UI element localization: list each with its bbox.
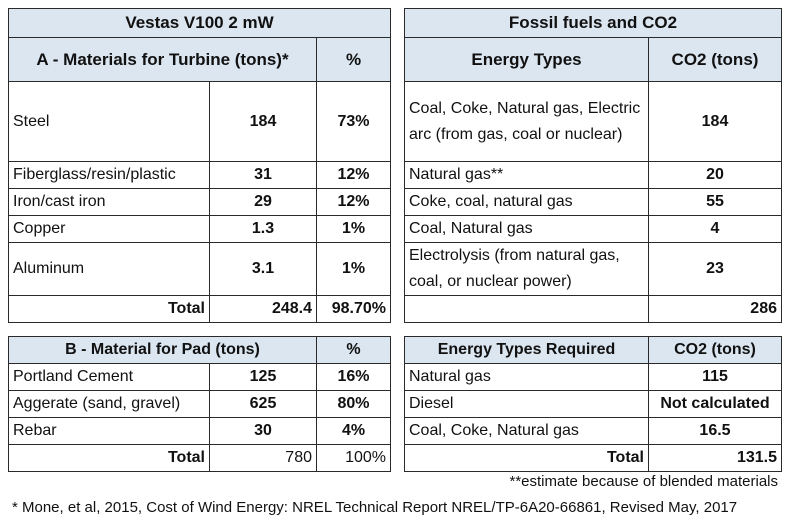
total-row: Total 780 100% bbox=[8, 444, 391, 472]
table-row: Aggerate (sand, gravel) 625 80% bbox=[8, 390, 391, 418]
total-percent: 100% bbox=[316, 444, 391, 472]
material-percent: 73% bbox=[315, 81, 392, 162]
material-percent: 4% bbox=[316, 417, 391, 445]
table-row: Steel 184 73% bbox=[8, 81, 392, 162]
material-percent: 12% bbox=[315, 161, 392, 189]
total-percent: 98.70% bbox=[315, 295, 392, 323]
total-label: Total bbox=[8, 444, 210, 472]
table-row: Natural gas** 20 bbox=[404, 161, 782, 189]
total-label bbox=[404, 295, 649, 323]
material-percent: 12% bbox=[315, 188, 392, 216]
energy-required-table: Energy Types Required CO2 (tons) Natural… bbox=[404, 336, 782, 472]
total-row: 286 bbox=[404, 295, 782, 323]
co2-value: 184 bbox=[648, 81, 782, 162]
material-percent: 16% bbox=[316, 363, 391, 391]
pad-materials-table: B - Material for Pad (tons) % Portland C… bbox=[8, 336, 391, 472]
co2-value: 20 bbox=[648, 161, 782, 189]
reference-footnote: * Mone, et al, 2015, Cost of Wind Energy… bbox=[12, 499, 738, 516]
co2-header: CO2 (tons) bbox=[648, 336, 782, 364]
turbine-percent-header: % bbox=[315, 37, 392, 82]
table-row: Iron/cast iron 29 12% bbox=[8, 188, 392, 216]
table-row: Coal, Coke, Natural gas, Electric arc (f… bbox=[404, 81, 782, 162]
energy-required-header: Energy Types Required bbox=[404, 336, 649, 364]
energy-type: Coal, Coke, Natural gas, Electric arc (f… bbox=[404, 81, 649, 162]
table-row: Portland Cement 125 16% bbox=[8, 363, 391, 391]
material-name: Aluminum bbox=[8, 242, 210, 296]
total-row: Total 248.4 98.70% bbox=[8, 295, 392, 323]
energy-type: Coke, coal, natural gas bbox=[404, 188, 649, 216]
co2-value: 4 bbox=[648, 215, 782, 243]
fossil-fuels-table: Fossil fuels and CO2 Energy Types CO2 (t… bbox=[404, 8, 782, 323]
material-name: Aggerate (sand, gravel) bbox=[8, 390, 210, 418]
table-row: Fiberglass/resin/plastic 31 12% bbox=[8, 161, 392, 189]
total-tons: 780 bbox=[209, 444, 317, 472]
total-tons: 248.4 bbox=[209, 295, 317, 323]
fossil-table-title: Fossil fuels and CO2 bbox=[404, 8, 782, 38]
material-tons: 625 bbox=[209, 390, 317, 418]
co2-value: 115 bbox=[648, 363, 782, 391]
co2-value: 23 bbox=[648, 242, 782, 296]
table-row: Coal, Natural gas 4 bbox=[404, 215, 782, 243]
pad-percent-header: % bbox=[316, 336, 391, 364]
material-tons: 30 bbox=[209, 417, 317, 445]
material-tons: 184 bbox=[209, 81, 317, 162]
material-tons: 125 bbox=[209, 363, 317, 391]
co2-value: Not calculated bbox=[648, 390, 782, 418]
material-percent: 1% bbox=[315, 242, 392, 296]
total-co2: 286 bbox=[648, 295, 782, 323]
table-row: Copper 1.3 1% bbox=[8, 215, 392, 243]
material-tons: 1.3 bbox=[209, 215, 317, 243]
material-percent: 1% bbox=[315, 215, 392, 243]
table-row: Coal, Coke, Natural gas 16.5 bbox=[404, 417, 782, 445]
table-row: Diesel Not calculated bbox=[404, 390, 782, 418]
total-row: Total 131.5 bbox=[404, 444, 782, 472]
energy-type: Electrolysis (from natural gas, coal, or… bbox=[404, 242, 649, 296]
total-label: Total bbox=[404, 444, 649, 472]
material-tons: 31 bbox=[209, 161, 317, 189]
material-tons: 3.1 bbox=[209, 242, 317, 296]
table-row: Coke, coal, natural gas 55 bbox=[404, 188, 782, 216]
material-name: Rebar bbox=[8, 417, 210, 445]
material-name: Copper bbox=[8, 215, 210, 243]
material-percent: 80% bbox=[316, 390, 391, 418]
table-row: Rebar 30 4% bbox=[8, 417, 391, 445]
table-row: Electrolysis (from natural gas, coal, or… bbox=[404, 242, 782, 296]
co2-value: 16.5 bbox=[648, 417, 782, 445]
co2-value: 55 bbox=[648, 188, 782, 216]
material-name: Fiberglass/resin/plastic bbox=[8, 161, 210, 189]
energy-type: Natural gas bbox=[404, 363, 649, 391]
energy-type: Diesel bbox=[404, 390, 649, 418]
table-row: Aluminum 3.1 1% bbox=[8, 242, 392, 296]
energy-types-header: Energy Types bbox=[404, 37, 649, 82]
material-tons: 29 bbox=[209, 188, 317, 216]
material-name: Steel bbox=[8, 81, 210, 162]
energy-type: Natural gas** bbox=[404, 161, 649, 189]
table-row: Natural gas 115 bbox=[404, 363, 782, 391]
co2-header: CO2 (tons) bbox=[648, 37, 782, 82]
energy-type: Coal, Natural gas bbox=[404, 215, 649, 243]
total-co2: 131.5 bbox=[648, 444, 782, 472]
material-name: Iron/cast iron bbox=[8, 188, 210, 216]
total-label: Total bbox=[8, 295, 210, 323]
turbine-material-header: A - Materials for Turbine (tons)* bbox=[8, 37, 317, 82]
energy-type: Coal, Coke, Natural gas bbox=[404, 417, 649, 445]
turbine-materials-table: Vestas V100 2 mW A - Materials for Turbi… bbox=[7, 8, 392, 323]
material-name: Portland Cement bbox=[8, 363, 210, 391]
pad-material-header: B - Material for Pad (tons) bbox=[8, 336, 317, 364]
estimate-footnote: **estimate because of blended materials bbox=[509, 473, 779, 490]
turbine-table-title: Vestas V100 2 mW bbox=[7, 8, 392, 38]
